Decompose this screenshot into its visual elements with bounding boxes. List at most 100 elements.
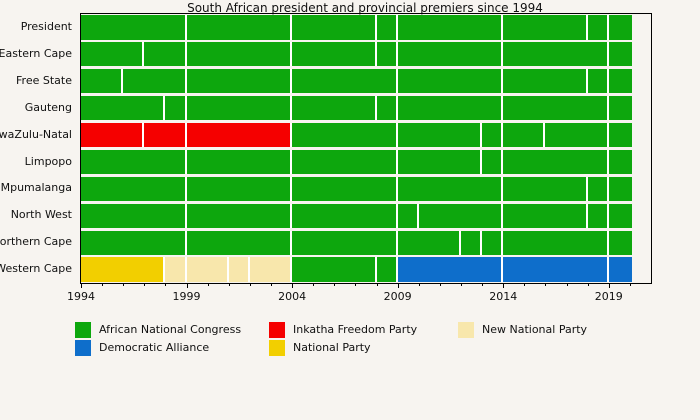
timeline-segment-western-cape-da	[503, 257, 609, 282]
legend-label-np: National Party	[293, 341, 371, 354]
legend-swatch-da	[75, 340, 91, 356]
timeline-segment-kwazulu-natal-anc	[482, 122, 504, 148]
timeline-segment-gauteng-anc	[503, 96, 609, 121]
timeline-segment-north-west-anc	[292, 203, 398, 228]
timeline-segment-western-cape-nnp	[228, 257, 250, 282]
x-minor-tick-2011	[439, 283, 441, 286]
timeline-segment-eastern-cape-anc	[186, 42, 293, 67]
x-minor-tick-2013	[482, 283, 484, 286]
timeline-segment-kwazulu-natal-ifp	[144, 122, 187, 148]
timeline-segment-northern-cape-anc	[292, 230, 398, 255]
x-major-tick-2009	[397, 283, 399, 288]
x-tick-label-2014: 2014	[489, 290, 518, 303]
timeline-segment-eastern-cape-anc	[144, 42, 187, 67]
legend-label-nnp: New National Party	[482, 323, 588, 336]
timeline-segment-northern-cape-anc	[608, 230, 632, 255]
legend-label-anc: African National Congress	[99, 323, 242, 336]
timeline-segment-limpopo-anc	[608, 149, 632, 175]
timeline-segment-north-west-anc	[397, 203, 419, 228]
x-tick-label-2019: 2019	[594, 290, 623, 303]
x-tick-label-1994: 1994	[67, 290, 95, 303]
timeline-segment-limpopo-anc	[397, 149, 483, 175]
timeline-segment-limpopo-anc	[482, 149, 504, 175]
timeline-segment-mpumalanga-anc	[292, 176, 398, 201]
timeline-segment-eastern-cape-anc	[376, 42, 398, 67]
row-label-kwazulu-natal: KwaZulu-Natal	[0, 127, 72, 141]
timeline-segment-gauteng-anc	[397, 96, 504, 121]
timeline-segment-president-anc	[292, 15, 377, 40]
x-minor-tick-2010	[418, 283, 420, 286]
timeline-segment-north-west-anc	[503, 203, 588, 228]
timeline-segment-western-cape-anc	[376, 257, 398, 282]
row-label-free-state: Free State	[16, 73, 72, 87]
timeline-segment-kwazulu-natal-anc	[397, 122, 483, 148]
timeline-segment-kwazulu-natal-anc	[292, 122, 398, 148]
timeline-segment-mpumalanga-anc	[503, 176, 588, 201]
timeline-segment-north-west-anc	[81, 203, 187, 228]
x-minor-tick-2006	[334, 283, 336, 286]
timeline-segment-kwazulu-natal-anc	[608, 122, 632, 148]
x-minor-tick-2000	[207, 283, 209, 286]
timeline-segment-gauteng-anc	[608, 96, 632, 121]
timeline-segment-kwazulu-natal-anc	[545, 122, 609, 148]
timeline-segment-limpopo-anc	[292, 149, 398, 175]
timeline-segment-western-cape-np	[81, 257, 166, 282]
timeline-segment-gauteng-anc	[292, 96, 377, 121]
row-label-gauteng: Gauteng	[24, 100, 72, 114]
timeline-segment-free-state-anc	[81, 69, 124, 94]
x-minor-tick-2003	[271, 283, 272, 286]
x-minor-tick-2018	[587, 283, 589, 286]
timeline-segment-kwazulu-natal-ifp	[186, 122, 293, 148]
row-label-president: President	[20, 20, 72, 33]
x-tick-label-1999: 1999	[172, 290, 201, 303]
x-minor-tick-1996	[123, 283, 125, 286]
timeline-segment-president-anc	[376, 15, 398, 40]
timeline-segment-mpumalanga-anc	[397, 176, 504, 201]
timeline-segment-north-west-anc	[186, 203, 293, 228]
timeline-segment-free-state-anc	[608, 69, 632, 94]
x-minor-tick-2008	[376, 283, 378, 286]
legend: African National Congress Democratic Alli…	[0, 316, 700, 376]
timeline-segment-north-west-anc	[608, 203, 632, 228]
timeline-segment-president-anc	[503, 15, 588, 40]
timeline-segment-free-state-anc	[397, 69, 504, 94]
timeline-segment-western-cape-da	[397, 257, 504, 282]
timeline-segment-limpopo-anc	[81, 149, 187, 175]
x-minor-tick-2020	[629, 283, 631, 286]
timeline-segment-mpumalanga-anc	[608, 176, 632, 201]
timeline-segment-gauteng-anc	[81, 96, 166, 121]
timeline-segment-northern-cape-anc	[397, 230, 461, 255]
legend-swatch-nnp	[458, 322, 474, 338]
x-minor-tick-2015	[524, 283, 526, 286]
x-minor-tick-2005	[313, 283, 315, 286]
timeline-segment-president-anc	[608, 15, 632, 40]
x-minor-tick-2002	[249, 283, 251, 286]
timeline-segment-northern-cape-anc	[186, 230, 293, 255]
x-major-tick-1999	[186, 283, 188, 288]
timeline-segment-president-anc	[397, 15, 504, 40]
chart-title: South African president and provincial p…	[187, 1, 543, 15]
x-minor-tick-2007	[355, 283, 357, 286]
timeline-segment-eastern-cape-anc	[292, 42, 377, 67]
timeline-segment-mpumalanga-anc	[587, 176, 609, 201]
x-major-tick-2019	[608, 283, 610, 288]
x-major-tick-1994	[81, 283, 82, 288]
timeline-segment-northern-cape-anc	[503, 230, 609, 255]
timeline-segment-eastern-cape-anc	[503, 42, 609, 67]
timeline-segment-president-anc	[186, 15, 293, 40]
x-minor-tick-2012	[461, 283, 462, 286]
timeline-segment-free-state-anc	[123, 69, 187, 94]
row-label-north-west: North West	[10, 208, 72, 222]
x-tick-label-2004: 2004	[278, 290, 307, 303]
timeline-segment-limpopo-anc	[186, 149, 293, 175]
x-tick-label-2009: 2009	[383, 290, 412, 303]
row-label-limpopo: Limpopo	[24, 154, 72, 168]
timeline-segment-free-state-anc	[186, 69, 293, 94]
x-minor-tick-2017	[566, 283, 568, 286]
timeline-segment-western-cape-anc	[292, 257, 377, 282]
timeline-segment-western-cape-nnp	[249, 257, 293, 282]
timeline-segment-president-anc	[81, 15, 187, 40]
timeline-segment-free-state-anc	[292, 69, 398, 94]
timeline-segment-northern-cape-anc	[482, 230, 504, 255]
